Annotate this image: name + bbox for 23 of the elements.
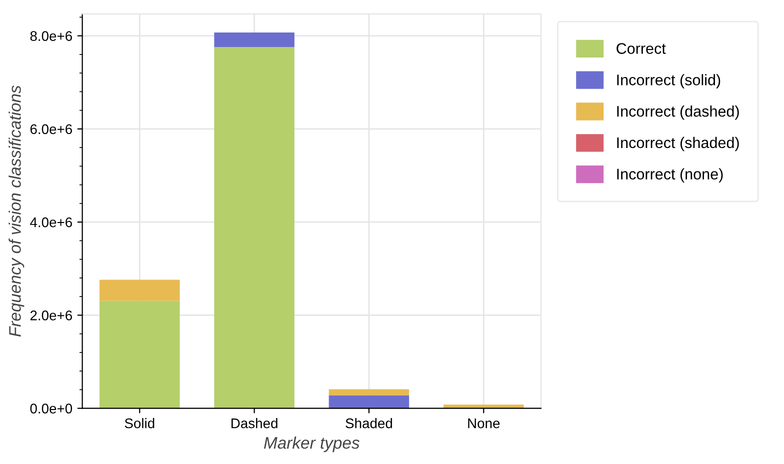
bar bbox=[100, 300, 180, 408]
y-tick-label: 8.0e+6 bbox=[30, 31, 72, 41]
legend-label: Correct bbox=[616, 43, 666, 54]
y-tick-label: 0.0e+0 bbox=[30, 404, 72, 414]
bar bbox=[328, 389, 410, 396]
x-axis-title: Marker types bbox=[264, 436, 360, 452]
legend-label: Incorrect (shaded) bbox=[617, 136, 739, 152]
bar bbox=[444, 404, 524, 408]
x-tick-label: Shaded bbox=[346, 418, 392, 428]
legend-label: Incorrect (dashed) bbox=[617, 106, 739, 120]
bar bbox=[100, 280, 180, 301]
y-tick-label: 6.0e+6 bbox=[30, 124, 72, 134]
bar bbox=[214, 46, 294, 408]
y-tick-label: 4.0e+6 bbox=[30, 217, 72, 228]
x-tick-label: Dashed bbox=[232, 418, 278, 428]
legend-label: Incorrect (solid) bbox=[617, 74, 720, 88]
bar bbox=[214, 32, 294, 47]
bar bbox=[328, 395, 410, 408]
x-tick-label: None bbox=[468, 418, 500, 428]
y-axis-title: Frequency of vision classifications bbox=[8, 85, 24, 337]
legend-label: Incorrect (none) bbox=[617, 168, 723, 183]
x-tick-label: Solid bbox=[124, 418, 154, 428]
y-tick-label: 2.0e+6 bbox=[30, 310, 72, 320]
